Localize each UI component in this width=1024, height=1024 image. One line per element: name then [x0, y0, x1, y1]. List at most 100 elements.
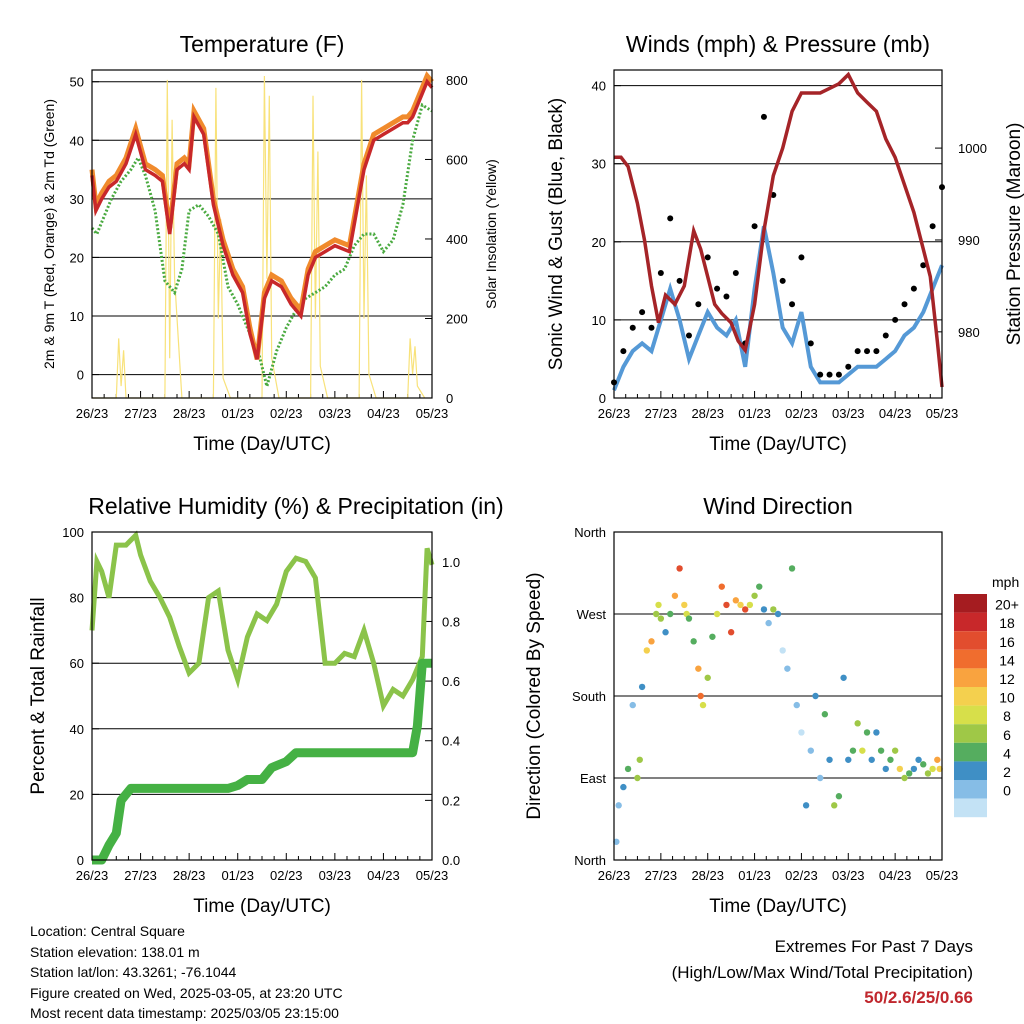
gust-point — [854, 348, 861, 355]
gust-point — [910, 285, 917, 292]
latlon-text: Station lat/lon: 43.3261; -76.1044 — [30, 964, 237, 981]
direction-point — [690, 638, 697, 645]
gust-point — [835, 371, 842, 378]
colorbar-label: 20+ — [995, 597, 1019, 613]
y-tick-label: North — [574, 525, 606, 540]
y-tick-label: 40 — [70, 722, 84, 737]
direction-point — [812, 692, 819, 700]
x-tick-label: 05/23 — [416, 868, 449, 883]
colorbar-swatch — [954, 594, 987, 613]
panel-4: Wind Direction 26/23 27/23 28/23 01/23 02/23 0… — [524, 493, 1019, 917]
x-tick-label: 03/23 — [832, 406, 865, 421]
x-tick-label: 03/23 — [319, 406, 352, 421]
colorbar-label: 16 — [999, 634, 1015, 650]
x-axis-label: Time (Day/UTC) — [709, 434, 847, 455]
direction-point — [615, 802, 622, 809]
y-tick-label: 40 — [70, 133, 84, 148]
series-relative-humidity — [89, 530, 435, 713]
series-total-precipitation — [92, 658, 432, 865]
direction-point — [821, 711, 829, 718]
direction-point — [891, 747, 899, 754]
x-tick-label: 02/23 — [270, 868, 303, 883]
x-tick-label: 01/23 — [738, 868, 771, 883]
direction-point — [681, 601, 688, 609]
colorbar-swatch — [954, 761, 987, 780]
series-gust — [611, 113, 945, 386]
y-tick-label: 20 — [70, 787, 84, 802]
gust-point — [845, 363, 852, 370]
direction-point — [737, 601, 744, 609]
x-tick-label: 27/23 — [645, 868, 678, 883]
x-axis-label: Time (Day/UTC) — [193, 896, 331, 917]
extremes-title: Extremes For Past 7 Days — [774, 937, 973, 956]
direction-point — [854, 720, 861, 727]
colorbar-label: 18 — [999, 615, 1015, 631]
gust-point — [732, 270, 739, 277]
y-tick-label: 10 — [592, 313, 606, 328]
direction-point — [620, 783, 627, 791]
direction-point — [746, 601, 754, 609]
direction-point — [840, 674, 847, 681]
direction-point — [849, 747, 857, 754]
direction-point — [934, 756, 941, 763]
x-axis-label: Time (Day/UTC) — [709, 896, 847, 917]
panel-2: Winds (mph) & Pressure (mb) 26/23 27/23 28/… — [546, 31, 1024, 455]
plot-frame — [613, 69, 943, 399]
x-tick-label: 03/23 — [319, 868, 352, 883]
gust-point — [817, 371, 824, 378]
x-tick-label: 27/23 — [124, 406, 157, 421]
gust-point — [723, 293, 730, 300]
direction-point — [770, 606, 777, 613]
colorbar-label: 14 — [999, 652, 1015, 668]
y-tick-label: North — [574, 853, 606, 868]
chart-title: Winds (mph) & Pressure (mb) — [626, 31, 930, 57]
colorbar-label: 12 — [999, 671, 1015, 687]
direction-point — [887, 756, 894, 763]
chart-title: Wind Direction — [703, 493, 853, 519]
x-tick-label: 26/23 — [76, 868, 109, 883]
y-tick-label: West — [577, 607, 607, 622]
colorbar-swatch — [954, 612, 987, 632]
series-wind — [612, 225, 944, 391]
recent-text: Most recent data timestamp: 2025/03/05 2… — [30, 1005, 339, 1022]
panel-1: Temperature (F) 26/23 27/23 28/23 01/23 02/23… — [41, 31, 499, 455]
direction-point — [756, 583, 763, 590]
gust-point — [807, 340, 814, 347]
y-tick-label: East — [580, 771, 606, 786]
direction-point — [636, 756, 643, 763]
direction-point — [901, 774, 908, 782]
elevation-text: Station elevation: 138.01 m — [30, 943, 200, 960]
direction-point — [868, 756, 875, 763]
gust-point — [620, 348, 627, 355]
series-2m-t — [90, 78, 434, 360]
x-tick-label: 28/23 — [691, 868, 724, 883]
y2-axis-label: Solar Insolation (Yellow) — [483, 159, 499, 309]
y2-tick-label: 200 — [446, 311, 468, 326]
extremes-values: 50/2.6/25/0.66 — [864, 988, 973, 1007]
gust-point — [826, 371, 833, 378]
x-axis-label: Time (Day/UTC) — [193, 434, 331, 455]
gust-point — [639, 309, 646, 316]
direction-point — [671, 592, 679, 599]
x-tick-label: 26/23 — [76, 406, 109, 421]
colorbar-swatch — [954, 631, 987, 650]
direction-point — [709, 633, 716, 640]
x-tick-label: 05/23 — [416, 406, 449, 421]
colorbar-label: 0 — [1003, 783, 1011, 799]
colorbar-swatch — [954, 687, 987, 706]
panel-3: Relative Humidity (%) & Precipitation (i… — [28, 493, 504, 917]
station-info: Location: Central Square Station elevati… — [30, 921, 343, 1024]
y-tick-label: 50 — [70, 75, 84, 90]
colorbar-label: 4 — [1003, 745, 1011, 761]
gust-point — [920, 262, 927, 269]
direction-point — [699, 701, 707, 709]
y-axis-label: Direction (Colored By Speed) — [524, 572, 545, 819]
y-tick-label: 10 — [70, 309, 84, 324]
colorbar-swatch — [954, 742, 987, 762]
direction-point — [807, 747, 814, 754]
y2-tick-label: 1.0 — [442, 555, 460, 570]
gust-point — [751, 223, 758, 230]
direction-point — [662, 629, 669, 636]
y-tick-label: 0 — [77, 853, 84, 868]
colorbar-label: 8 — [1003, 708, 1011, 724]
